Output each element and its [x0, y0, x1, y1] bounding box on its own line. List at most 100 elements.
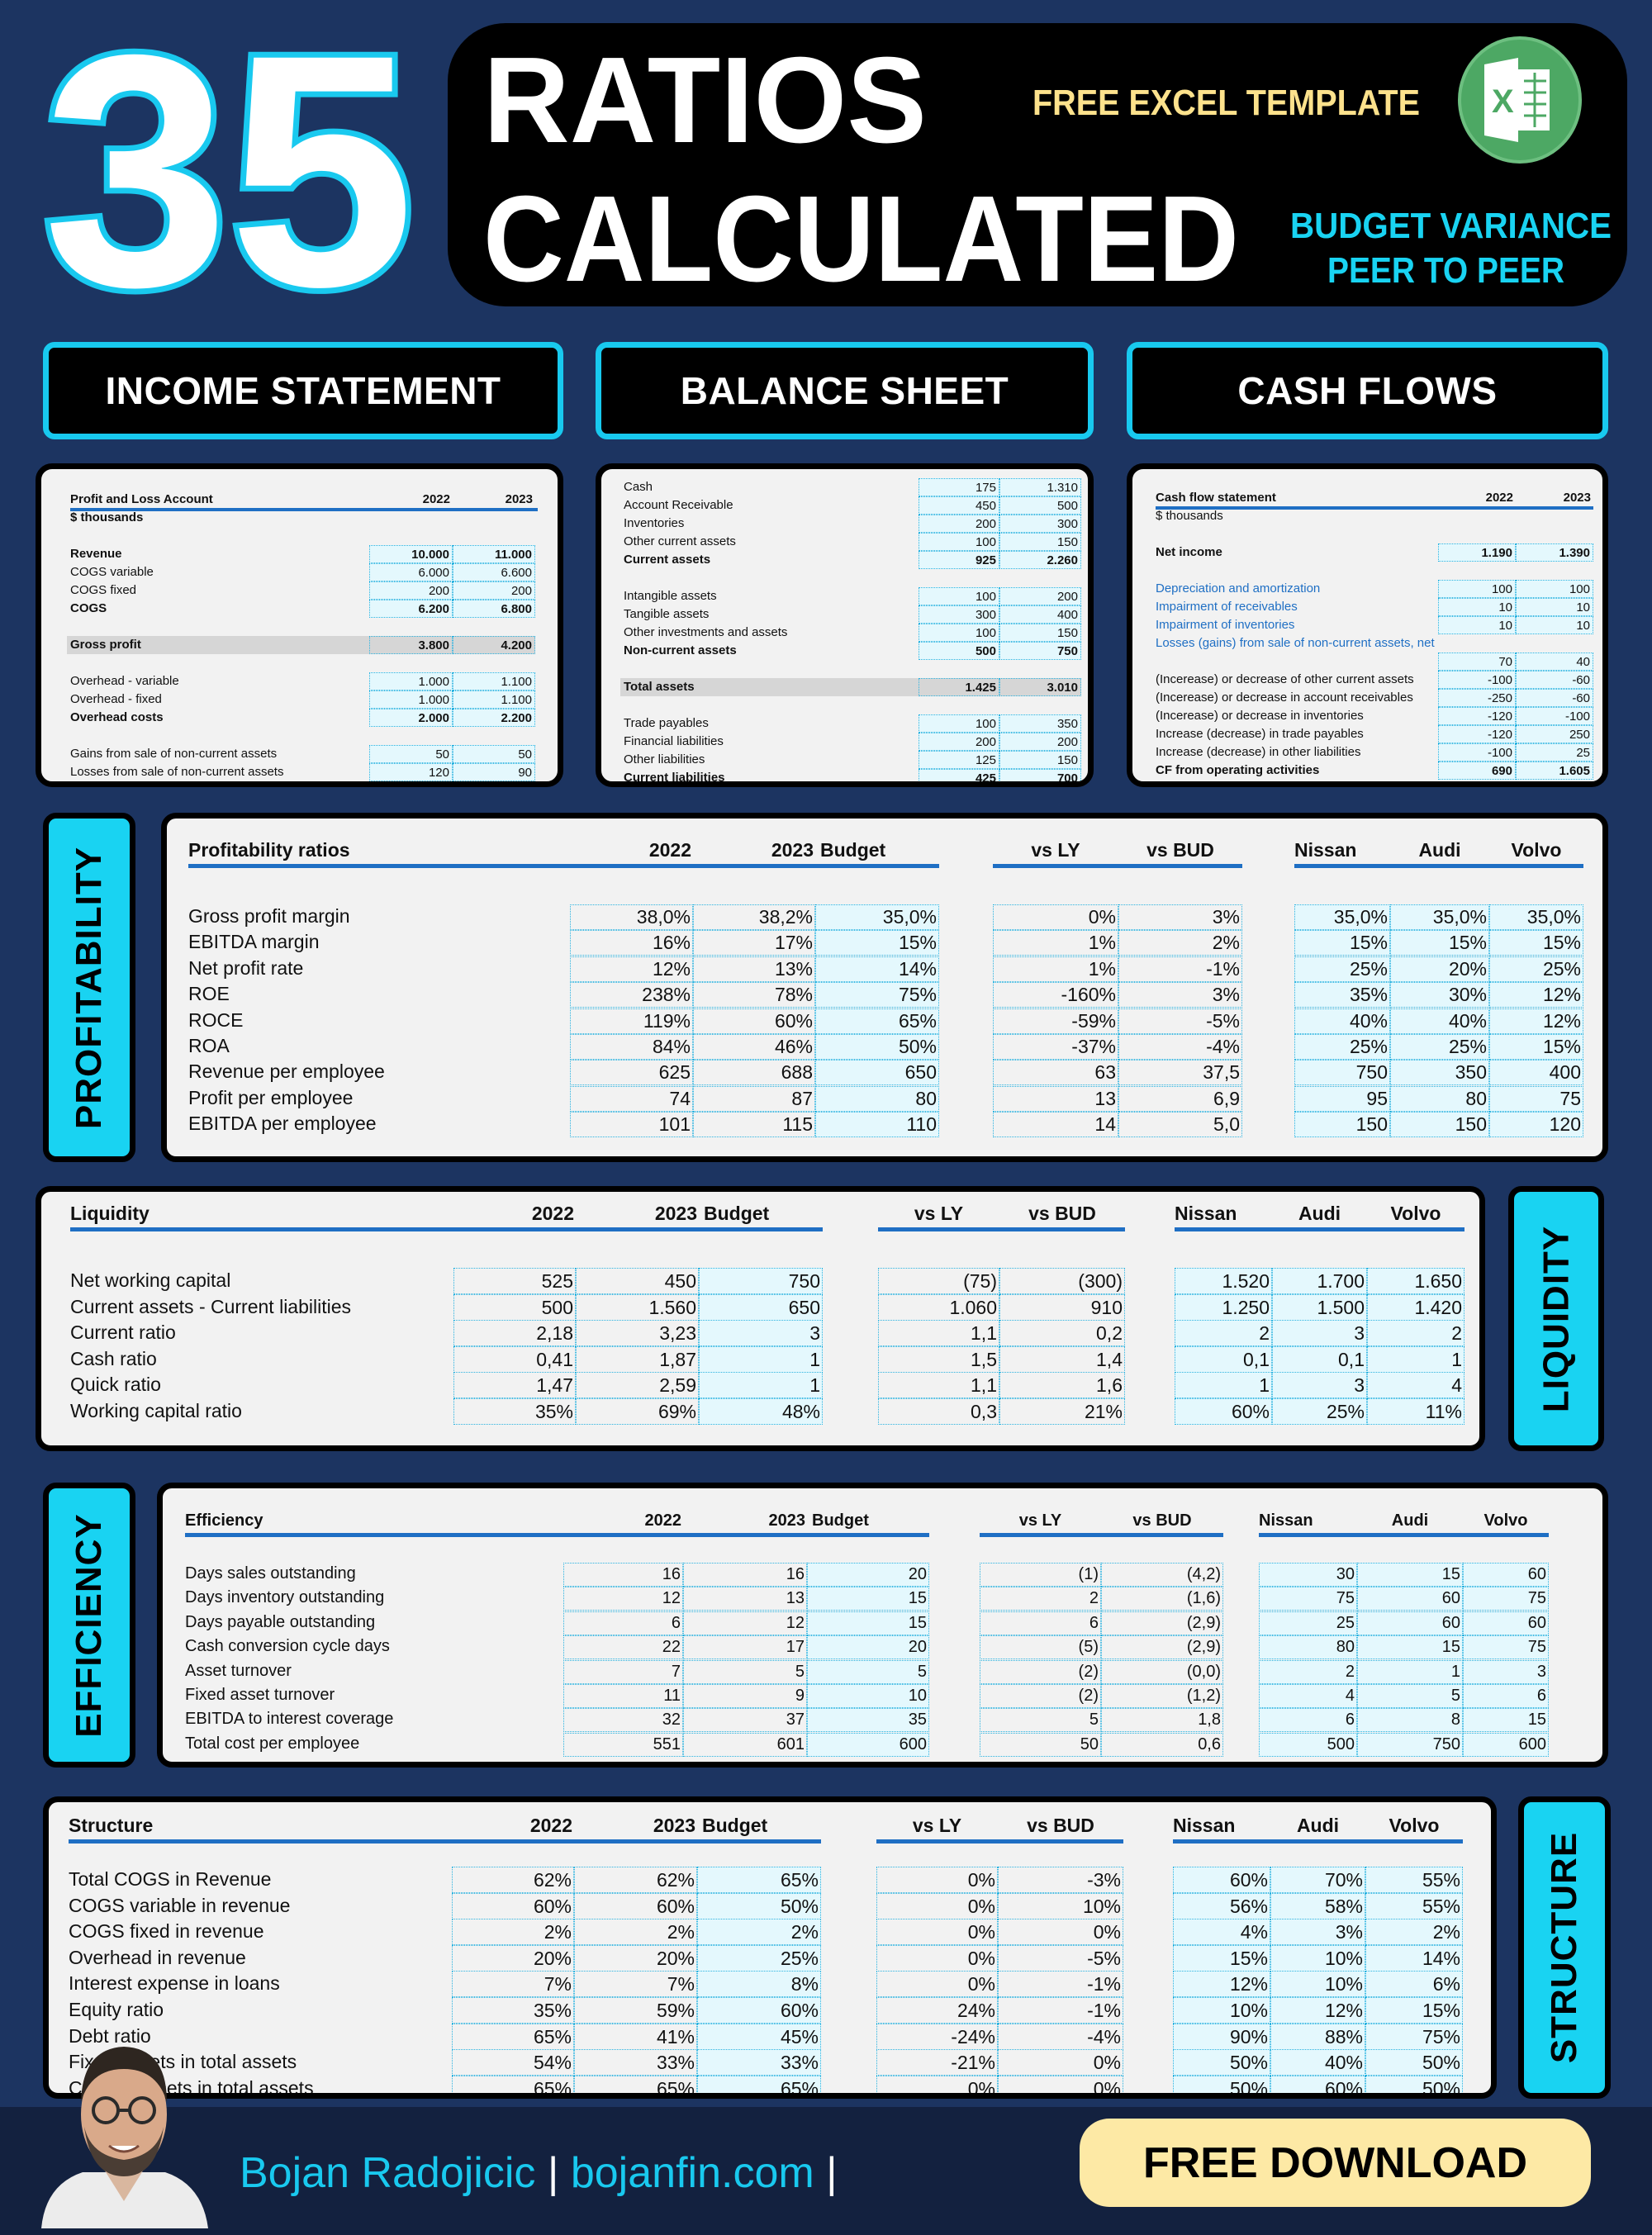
value-cell: 50 [369, 745, 453, 763]
free-download-button[interactable]: FREE DOWNLOAD [1080, 2119, 1591, 2207]
statement-row: Impairment of receivables 10 10 [1132, 598, 1602, 616]
value-cell: 10 [1516, 598, 1593, 616]
value-cell: 70 [1438, 652, 1516, 671]
value-cell: -160% [993, 982, 1118, 1008]
column-gap [823, 1398, 878, 1425]
value-cell: 50% [1173, 2049, 1270, 2076]
value-cell: 32 [563, 1708, 683, 1732]
row-label: Overhead - variable [70, 674, 179, 688]
value-cell: 3% [1118, 904, 1242, 930]
balance-sheet-button[interactable]: BALANCE SHEET [596, 342, 1094, 439]
value-cell: 50% [815, 1034, 939, 1060]
statement-header: Profit and Loss Account 2022 2023 [41, 491, 558, 511]
value-cell: 2 [1367, 1320, 1464, 1346]
row-label: Gains from sale of non-current assets [70, 747, 278, 761]
value-cell: 2% [1118, 930, 1242, 956]
column-header: Budget [807, 1508, 929, 1537]
column-gap [939, 1034, 993, 1060]
value-cell: 13 [683, 1587, 807, 1611]
value-cell: -120 [1438, 725, 1516, 743]
column-gap [939, 956, 993, 982]
value-cell: 56% [1173, 1893, 1270, 1919]
column-gap [1123, 1971, 1173, 1997]
value-cell: 13% [693, 956, 815, 982]
value-cell: 5,0 [1118, 1112, 1242, 1137]
ratio-label: EBITDA per employee [188, 1113, 377, 1134]
liquidity-table: Liquidity 2022 2023 Budget vs LY vs BUD Nissan… [36, 1186, 1485, 1451]
table-row: Total cost per employee 551 601 600 50 0,6 500… [185, 1733, 1549, 1757]
table-row: Equity ratio 35% 59% 60% 24% -1% 10% 12% 15% [69, 1997, 1463, 2024]
value-cell: -60 [1516, 689, 1593, 707]
value-cell: 551 [563, 1733, 683, 1757]
value-cell: (5) [980, 1635, 1101, 1659]
column-gap [1223, 1660, 1259, 1684]
ratio-label: Gross profit margin [188, 905, 350, 927]
structure-table: Structure 2022 2023 Budget vs LY vs BUD Nissan… [43, 1796, 1497, 2099]
row-label: Other current assets [624, 534, 736, 548]
title-calculated: CALCULATED [483, 171, 1239, 307]
table-row: Gross profit margin 38,0% 38,2% 35,0% 0% 3% 35… [188, 904, 1583, 930]
value-cell: 1,4 [999, 1346, 1125, 1373]
column-header: Budget [815, 837, 939, 868]
value-cell: 55% [1365, 1893, 1463, 1919]
year-header: 2023 [1563, 491, 1591, 505]
column-header: Audi [1390, 837, 1489, 868]
value-cell: 2 [1259, 1660, 1357, 1684]
value-cell: 0% [876, 2076, 998, 2093]
value-cell: 95 [1294, 1086, 1390, 1112]
value-cell: 25% [1489, 956, 1583, 982]
efficiency-table: Efficiency 2022 2023 Budget vs LY vs BUD Nissa… [157, 1483, 1608, 1768]
value-cell: 6 [563, 1611, 683, 1635]
column-gap [821, 2076, 876, 2093]
statement-row: Gross profit 3.800 4.200 [41, 636, 558, 654]
value-cell: 40% [1270, 2049, 1365, 2076]
column-gap [939, 982, 993, 1008]
value-cell: 4% [1173, 1919, 1270, 1945]
website-link[interactable]: bojanfin.com [570, 2149, 814, 2197]
column-gap [1242, 1008, 1294, 1034]
column-header: Audi [1357, 1508, 1463, 1537]
value-cell: 910 [999, 1294, 1125, 1321]
row-label: Cash [624, 480, 653, 494]
column-header: 2022 [563, 1508, 683, 1537]
value-cell: 1.605 [1516, 762, 1593, 780]
value-cell: -1% [998, 1971, 1123, 1997]
cash-flows-button[interactable]: CASH FLOWS [1127, 342, 1608, 439]
value-cell: 15 [807, 1611, 929, 1635]
value-cell: 9 [683, 1684, 807, 1708]
value-cell: 6,9 [1118, 1086, 1242, 1112]
value-cell: (2) [980, 1660, 1101, 1684]
column-gap [1223, 1684, 1259, 1708]
column-gap [939, 1060, 993, 1085]
value-cell: 75 [1463, 1635, 1549, 1659]
column-gap [1125, 1398, 1175, 1425]
statement-row: (Incerease) or decrease in account recei… [1132, 689, 1602, 707]
value-cell: 10% [998, 1893, 1123, 1919]
column-gap [1242, 1034, 1294, 1060]
row-label: Impairment of inventories [1156, 618, 1295, 632]
highlight-band [67, 636, 369, 654]
value-cell: 450 [576, 1268, 699, 1294]
value-cell: 6.800 [453, 600, 535, 618]
value-cell: 1.700 [1272, 1268, 1367, 1294]
value-cell: 10% [1270, 1945, 1365, 1972]
statement-row: COGS 6.200 6.800 [41, 600, 558, 618]
value-cell: 75% [815, 982, 939, 1008]
value-cell: 65% [452, 2024, 574, 2050]
value-cell: 3% [1270, 1919, 1365, 1945]
ratio-table-header: Structure 2022 2023 Budget vs LY vs BUD Nissan… [69, 1812, 1463, 1844]
statement-row: Non-current assets 500 750 [601, 642, 1088, 660]
row-label: $ thousands [1156, 509, 1223, 523]
value-cell: 25 [1516, 743, 1593, 762]
value-cell: -3% [998, 1867, 1123, 1893]
value-cell: 120 [1489, 1112, 1583, 1137]
ratio-label: EBITDA margin [188, 931, 320, 952]
table-row: Net profit rate 12% 13% 14% 1% -1% 25% 20% 25% [188, 956, 1583, 982]
value-cell: 1,8 [1101, 1708, 1223, 1732]
value-cell: 8 [1357, 1708, 1463, 1732]
income-statement-button[interactable]: INCOME STATEMENT [43, 342, 563, 439]
value-cell: -24% [876, 2024, 998, 2050]
ratio-label: Current ratio [70, 1322, 176, 1343]
statement-row [1132, 525, 1602, 543]
value-cell: 250 [1516, 725, 1593, 743]
